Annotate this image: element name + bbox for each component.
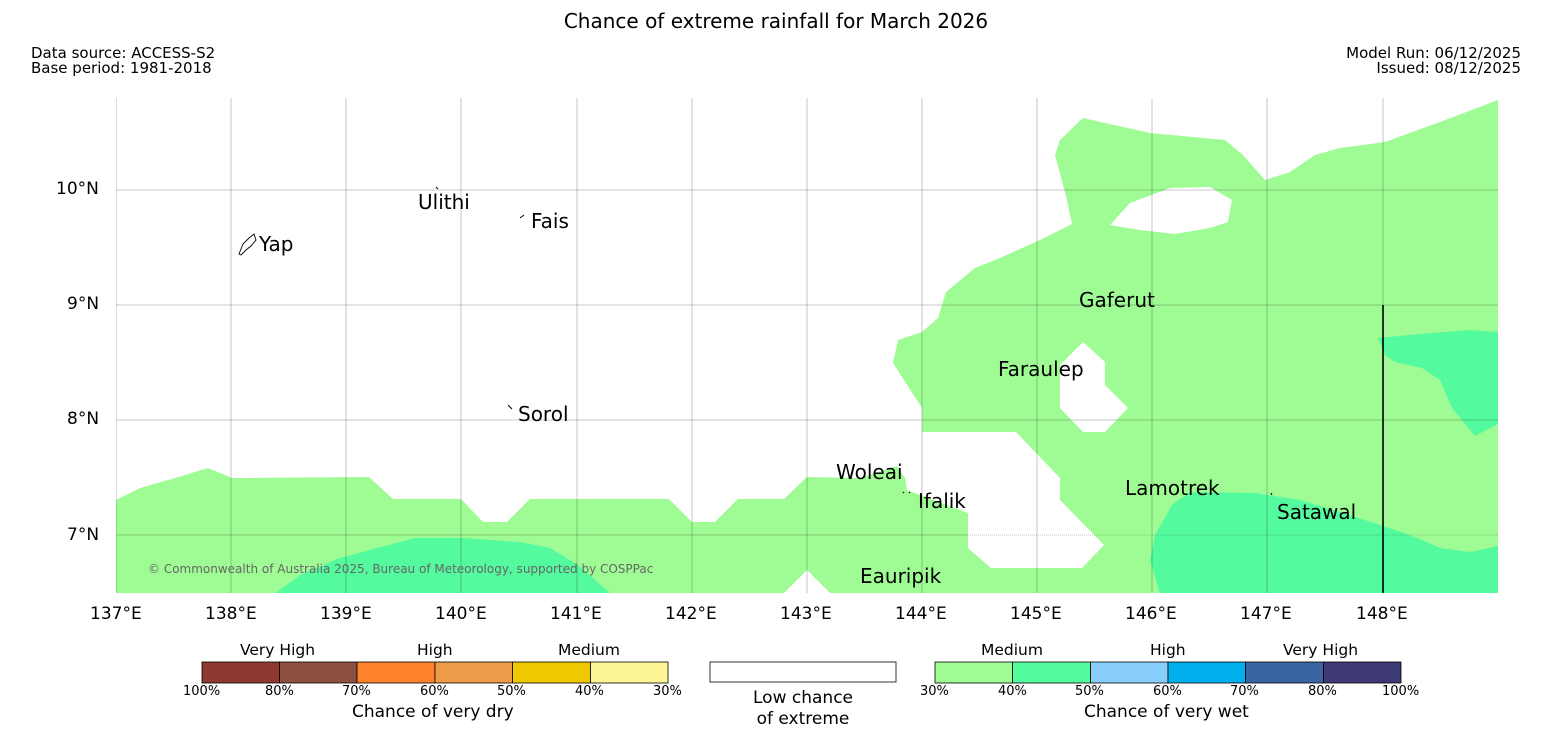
low-chance-hole-eauripik [784, 570, 830, 593]
dry-swatch-2 [279, 661, 358, 684]
dry-swatch-3 [356, 661, 436, 684]
place-label-satawal: Satawal [1277, 500, 1357, 524]
map-title: Chance of extreme rainfall for March 202… [563, 9, 989, 33]
wet-legend-title: Chance of very wet [1084, 702, 1249, 722]
wet-tick-40: 40% [998, 684, 1027, 699]
place-label-ulithi: Ulithi [418, 190, 470, 214]
lon-label-147e: 147°E [1240, 604, 1292, 624]
lat-label-9n: 9°N [67, 294, 100, 314]
data-source: Data source: ACCESS-S2 [31, 44, 216, 62]
low-chance-hole-faraulep [1060, 342, 1128, 432]
dry-tick-70: 70% [342, 684, 371, 699]
dry-swatch-1 [201, 661, 280, 684]
meta-left: Data source: ACCESS-S2 Base period: 1981… [31, 46, 215, 76]
dry-swatch-5 [512, 661, 591, 684]
lon-label-148e: 148°E [1356, 604, 1408, 624]
model-run: Model Run: 06/12/2025 [1346, 44, 1521, 62]
place-label-gaferut: Gaferut [1079, 288, 1155, 312]
wet-colorbar [934, 661, 1402, 684]
dry-category-very-high: Very High [240, 641, 316, 659]
dry-swatch-4 [434, 661, 513, 684]
base-period: Base period: 1981-2018 [31, 59, 212, 77]
place-label-faraulep: Faraulep [998, 357, 1084, 381]
wet-tick-50: 50% [1075, 684, 1104, 699]
lon-label-140e: 140°E [435, 604, 487, 624]
wet-medium-region-southeast [1150, 492, 1498, 593]
wet-tick-30: 30% [920, 684, 949, 699]
wet-tick-70: 70% [1230, 684, 1259, 699]
dry-tick-80: 80% [265, 684, 294, 699]
wet-swatch-2 [1012, 661, 1091, 684]
sorol-island-mark [507, 404, 513, 410]
wet-swatch-3 [1090, 661, 1169, 684]
place-label-sorol: Sorol [518, 402, 569, 426]
yap-island-outline [238, 233, 257, 256]
dry-category-medium: Medium [558, 641, 620, 659]
dry-category-high: High [417, 641, 453, 659]
wet-swatch-4 [1167, 661, 1246, 684]
graticule [116, 98, 1498, 593]
wet-swatch-1 [934, 661, 1013, 684]
wet-category-high: High [1150, 641, 1186, 659]
wet-category-medium: Medium [981, 641, 1043, 659]
wet-category-very-high: Very High [1283, 641, 1359, 659]
place-label-ifalik: Ifalik [918, 489, 966, 513]
dry-colorbar [201, 661, 669, 684]
wet-tick-100: 100% [1382, 684, 1420, 699]
place-label-fais: Fais [531, 209, 569, 233]
fais-island-mark [519, 214, 525, 219]
ulithi-island-mark [435, 186, 439, 190]
dry-tick-50: 50% [497, 684, 526, 699]
issued-date: Issued: 08/12/2025 [1376, 59, 1521, 77]
wet-swatch-5 [1245, 661, 1324, 684]
wet-medium-region-southwest [276, 538, 610, 593]
lon-label-138e: 138°E [205, 604, 257, 624]
satawal-island-mark [1270, 492, 1273, 496]
dry-tick-100: 100% [183, 684, 221, 699]
lat-label-8n: 8°N [67, 409, 100, 429]
neutral-legend-line1: Low chance [753, 688, 853, 708]
place-label-lamotrek: Lamotrek [1125, 476, 1220, 500]
place-label-woleai: Woleai [836, 460, 903, 484]
neutral-legend-line2: of extreme [756, 709, 850, 729]
lat-label-10n: 10°N [56, 179, 99, 199]
place-label-yap: Yap [259, 232, 294, 256]
wet-medium-region-east [1378, 330, 1498, 436]
lon-label-137e: 137°E [90, 604, 142, 624]
dry-legend-title: Chance of very dry [352, 702, 514, 722]
lon-label-143e: 143°E [780, 604, 832, 624]
lat-label-7n: 7°N [67, 525, 100, 545]
dry-tick-60: 60% [420, 684, 449, 699]
map-area [116, 98, 1498, 593]
wet-tick-80: 80% [1308, 684, 1337, 699]
dry-swatch-6 [590, 661, 669, 684]
dry-tick-40: 40% [575, 684, 604, 699]
dry-tick-30: 30% [653, 684, 682, 699]
lon-label-146e: 146°E [1125, 604, 1177, 624]
lon-label-139e: 139°E [320, 604, 372, 624]
lon-label-141e: 141°E [550, 604, 602, 624]
lon-label-142e: 142°E [665, 604, 717, 624]
lon-label-145e: 145°E [1010, 604, 1062, 624]
meta-right: Model Run: 06/12/2025 Issued: 08/12/2025 [1346, 46, 1521, 76]
copyright-credit: © Commonwealth of Australia 2025, Bureau… [148, 562, 654, 576]
neutral-swatch [709, 661, 897, 683]
ifalik-island-mark [902, 491, 911, 494]
place-label-eauripik: Eauripik [860, 564, 942, 588]
low-chance-hole-north [1110, 187, 1232, 234]
lon-label-144e: 144°E [895, 604, 947, 624]
wet-tick-60: 60% [1153, 684, 1182, 699]
wet-swatch-6 [1323, 661, 1402, 684]
